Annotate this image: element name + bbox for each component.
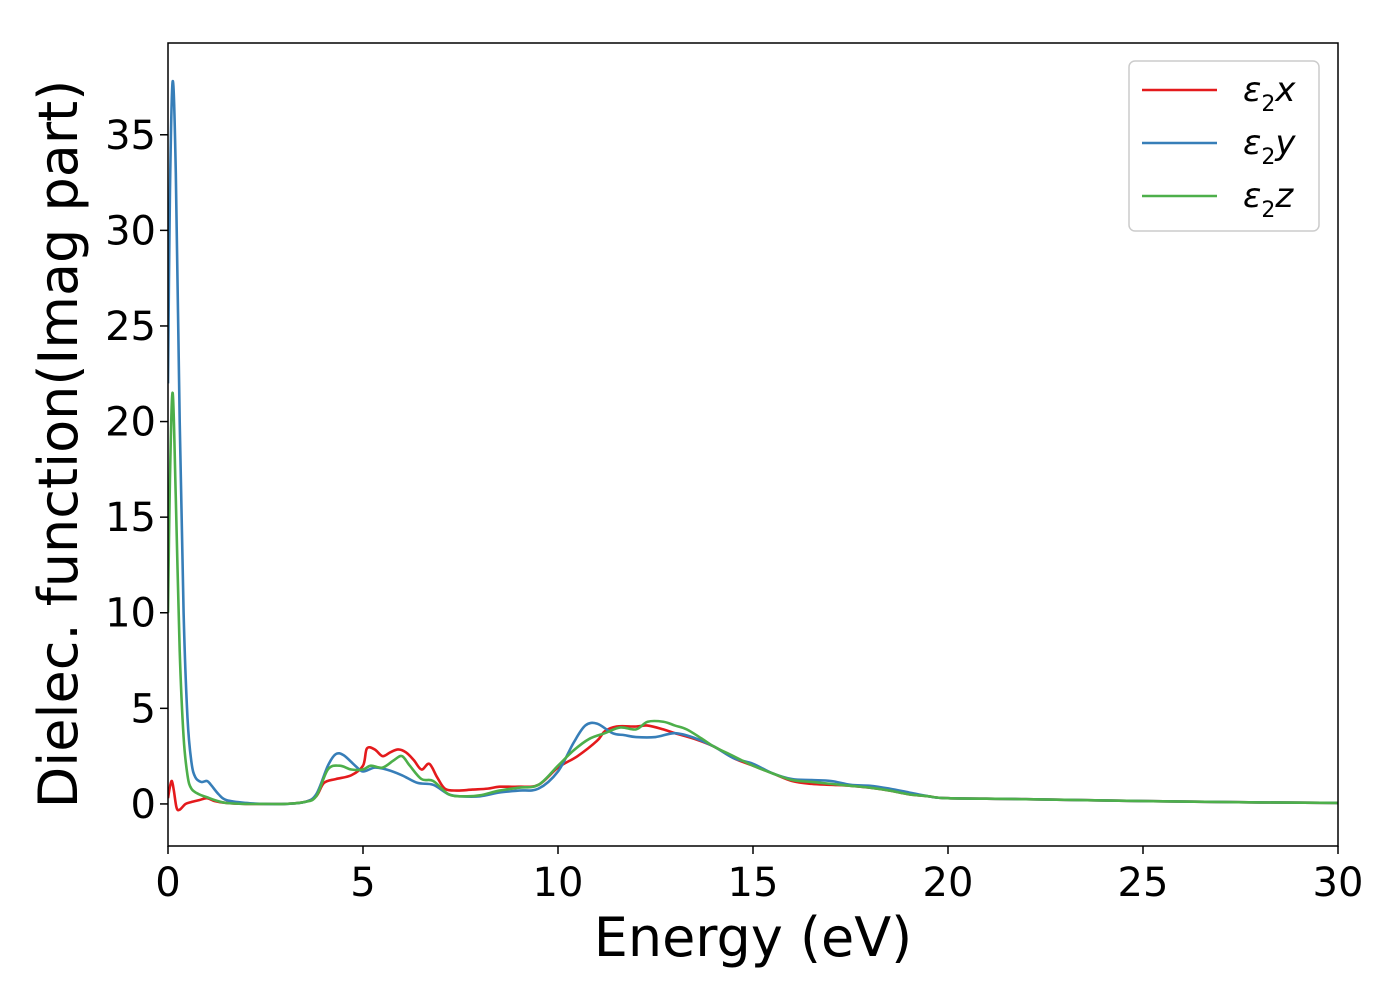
y-tick-label: 20 bbox=[105, 400, 156, 446]
series-layer bbox=[168, 79, 1338, 812]
legend-label-z: ε2z bbox=[1243, 176, 1294, 223]
y-tick-label: 0 bbox=[131, 782, 156, 828]
x-tick-label: 25 bbox=[1118, 860, 1169, 906]
x-tick-label: 15 bbox=[728, 860, 779, 906]
series-line-z bbox=[168, 391, 1338, 806]
legend-box bbox=[1128, 60, 1320, 232]
x-tick-label: 0 bbox=[155, 860, 180, 906]
x-tick-label: 20 bbox=[923, 860, 974, 906]
y-tick-label: 30 bbox=[105, 208, 156, 254]
y-tick-label: 25 bbox=[105, 304, 156, 350]
x-tick-label: 30 bbox=[1313, 860, 1364, 906]
x-axis-label: Energy (eV) bbox=[594, 906, 913, 969]
x-tick-label: 10 bbox=[533, 860, 584, 906]
y-tick-label: 15 bbox=[105, 495, 156, 541]
legend-label-x: ε2x bbox=[1243, 70, 1296, 117]
legend: ε2x ε2y ε2z bbox=[1128, 60, 1320, 232]
x-axis: 0 5 10 15 20 25 30 bbox=[155, 846, 1363, 906]
y-tick-label: 5 bbox=[131, 686, 156, 732]
legend-label-y: ε2y bbox=[1243, 123, 1296, 170]
y-axis: 0 5 10 15 20 25 30 35 bbox=[105, 113, 168, 828]
y-tick-label: 10 bbox=[105, 591, 156, 637]
y-tick-label: 35 bbox=[105, 113, 156, 159]
x-tick-label: 5 bbox=[350, 860, 375, 906]
y-axis-label: Dielec. function(Imag part) bbox=[27, 80, 90, 809]
